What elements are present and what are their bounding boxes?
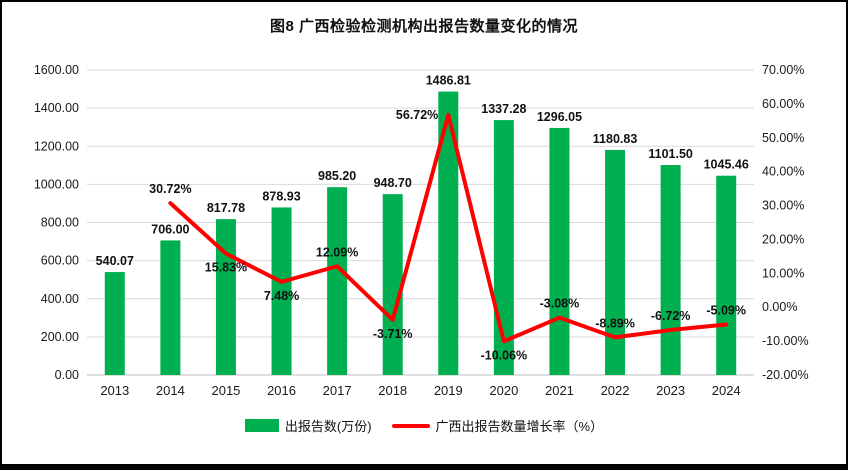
x-axis-label-2015: 2015 (211, 383, 240, 398)
bar-2014 (160, 240, 181, 375)
bar-label-2014: 706.00 (151, 222, 189, 236)
bar-2022 (605, 149, 626, 375)
right-axis-tick-label: -20.00% (762, 368, 809, 382)
right-axis-tick-label: 70.00% (762, 63, 804, 77)
left-axis-tick-label: 0.00 (55, 368, 79, 382)
left-axis-tick-label: 1200.00 (34, 139, 79, 153)
left-axis-tick-label: 800.00 (41, 216, 79, 230)
left-axis-tick-label: 400.00 (41, 292, 79, 306)
bar-label-2016: 878.93 (262, 189, 300, 203)
chart-title: 图8 广西检验检测机构出报告数量变化的情况 (269, 18, 578, 35)
bar-2024 (716, 175, 737, 375)
line-label-2015: 15.83% (205, 261, 247, 275)
legend-item-bars: 出报告数(万份) (244, 416, 372, 435)
bar-label-2015: 817.78 (207, 201, 245, 215)
right-axis-tick-label: 40.00% (762, 165, 804, 179)
right-axis-tick-label: -10.00% (762, 334, 809, 348)
bar-label-2021: 1296.05 (537, 110, 582, 124)
legend-line-label: 广西出报告数量增长率（%） (435, 419, 604, 434)
bar-2015 (215, 219, 236, 375)
x-axis-label-2021: 2021 (545, 383, 574, 398)
bar-2020 (493, 120, 514, 376)
line-label-2020: -10.06% (481, 348, 528, 362)
x-axis-label-2017: 2017 (323, 383, 352, 398)
chart-legend: 出报告数(万份) 广西出报告数量增长率（%） (2, 416, 846, 435)
x-axis-label-2024: 2024 (712, 383, 741, 398)
bar-2017 (327, 187, 348, 375)
bar-2013 (104, 272, 125, 375)
bar-label-2020: 1337.28 (481, 102, 526, 116)
line-label-2018: -3.71% (373, 327, 413, 341)
bar-label-2013: 540.07 (96, 254, 134, 268)
bar-2018 (382, 194, 403, 375)
line-label-2022: -8.89% (595, 316, 635, 330)
left-axis-tick-label: 200.00 (41, 330, 79, 344)
legend-line-swatch-icon (391, 423, 430, 428)
bar-2021 (549, 127, 570, 376)
right-axis-tick-label: 30.00% (762, 199, 804, 213)
legend-bar-swatch-icon (244, 419, 279, 432)
left-axis-tick-label: 1600.00 (34, 63, 79, 77)
bar-label-2024: 1045.46 (704, 158, 749, 172)
left-axis-tick-label: 1000.00 (34, 177, 79, 191)
line-label-2024: -5.09% (706, 303, 746, 317)
x-axis-label-2014: 2014 (156, 383, 185, 398)
line-label-2014: 30.72% (149, 182, 191, 196)
bar-2016 (271, 207, 292, 375)
line-label-2023: -6.72% (651, 309, 691, 323)
bar-label-2023: 1101.50 (648, 147, 693, 161)
left-axis-tick-label: 600.00 (41, 254, 79, 268)
line-label-2016: 7.48% (264, 289, 299, 303)
line-label-2021: -3.08% (540, 297, 580, 311)
x-axis-label-2022: 2022 (601, 383, 630, 398)
x-axis-label-2016: 2016 (267, 383, 296, 398)
growth-rate-line (168, 113, 729, 344)
right-axis-tick-label: 0.00% (762, 300, 797, 314)
right-axis-tick-label: 50.00% (762, 131, 804, 145)
bar-label-2018: 948.70 (374, 176, 412, 190)
x-axis-label-2020: 2020 (489, 383, 518, 398)
line-label-2019: 56.72% (396, 108, 438, 122)
x-axis-label-2018: 2018 (378, 383, 407, 398)
x-axis-label-2019: 2019 (434, 383, 463, 398)
bar-label-2017: 985.20 (318, 169, 356, 183)
bar-2023 (660, 165, 681, 375)
bar-2019 (438, 91, 459, 375)
legend-item-line: 广西出报告数量增长率（%） (391, 416, 604, 435)
right-axis-tick-label: 20.00% (762, 232, 804, 246)
legend-bar-label: 出报告数(万份) (284, 419, 372, 434)
right-axis-tick-label: 60.00% (762, 97, 804, 111)
bar-label-2019: 1486.81 (426, 74, 471, 88)
line-label-2017: 12.09% (316, 245, 358, 259)
right-axis-tick-label: 10.00% (762, 266, 804, 280)
x-axis-label-2023: 2023 (656, 383, 685, 398)
x-axis-label-2013: 2013 (100, 383, 129, 398)
chart-canvas: 0.00 200.00 400.00 600.00 800.00 1000.00 1200.… (34, 63, 809, 398)
bar-label-2022: 1180.83 (593, 132, 638, 146)
left-axis-tick-label: 1400.00 (34, 101, 79, 115)
